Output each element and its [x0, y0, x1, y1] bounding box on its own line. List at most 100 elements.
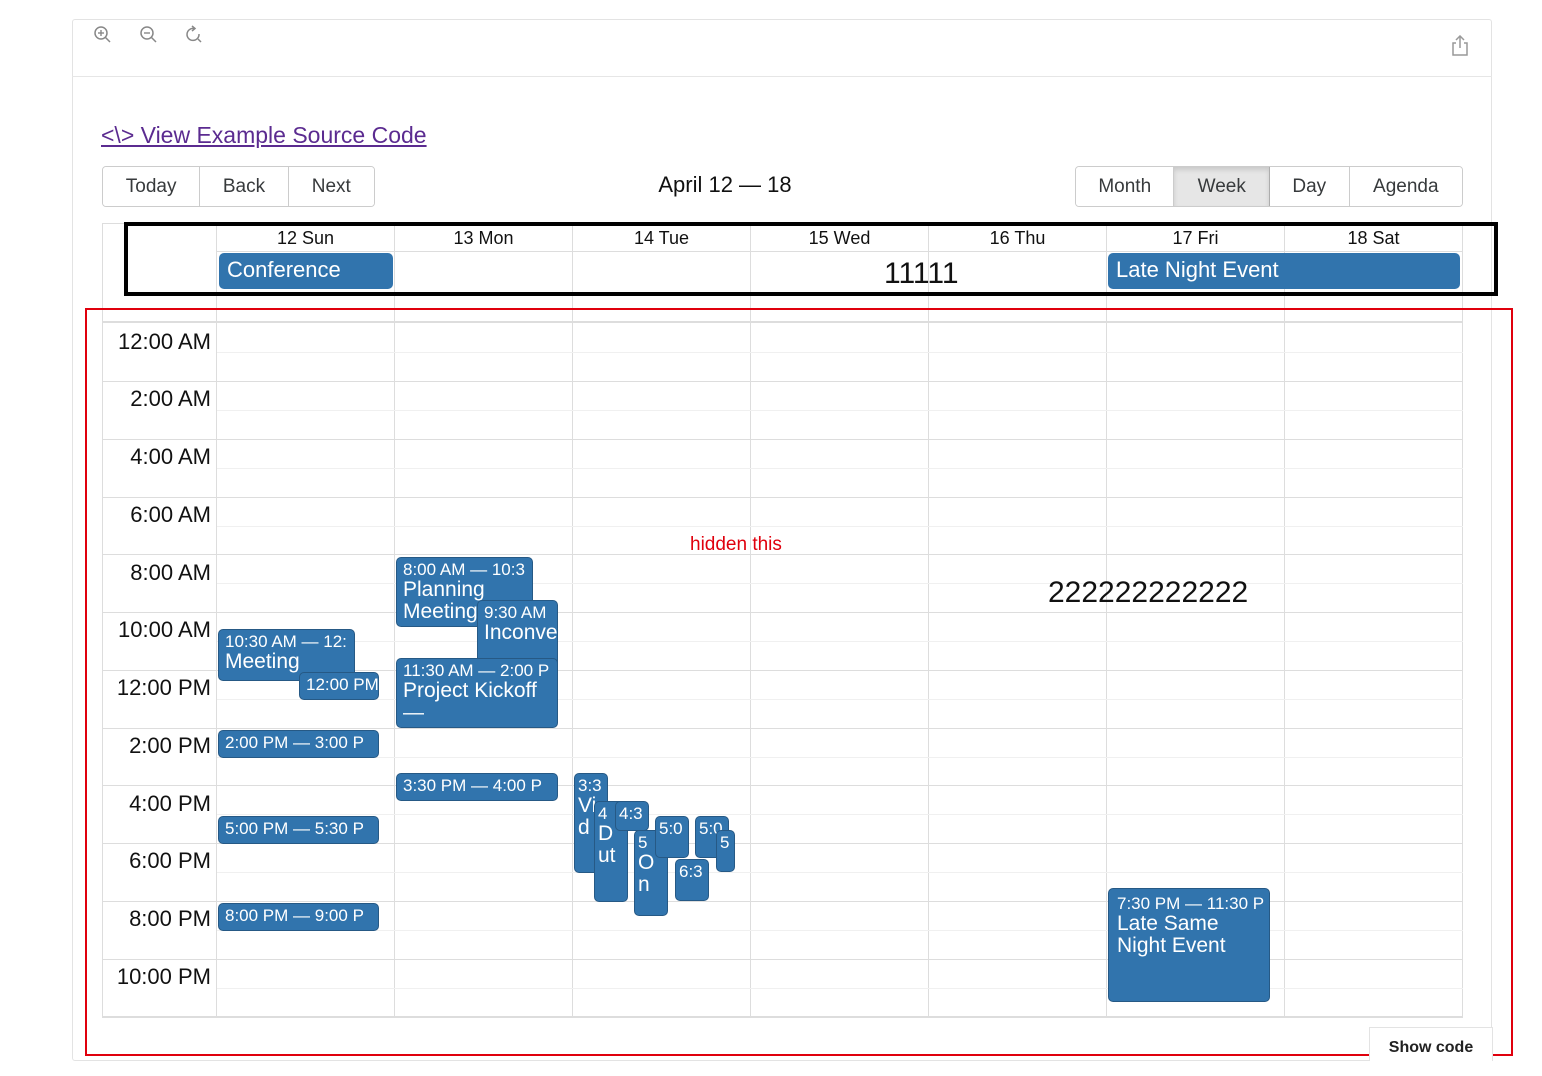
event-time: 5 [638, 833, 648, 852]
day-view-button[interactable]: Day [1269, 167, 1350, 206]
event-tue-e[interactable]: 5:0 [655, 816, 689, 858]
event-tue-f[interactable]: 6:3 [675, 859, 709, 901]
back-button[interactable]: Back [200, 167, 289, 206]
time-label: 8:00 PM [129, 906, 211, 931]
half-line [217, 757, 1463, 758]
time-label: 10:00 AM [118, 617, 211, 642]
column-divider [394, 223, 395, 1018]
half-line [217, 468, 1463, 469]
half-line [217, 930, 1463, 931]
event-time: 5:00 PM — 5:30 P [225, 819, 364, 838]
event-meeting[interactable]: 10:30 AM — 12: Meeting [218, 629, 355, 681]
event-lunch[interactable]: 12:00 PM [299, 672, 379, 700]
next-button[interactable]: Next [288, 167, 374, 206]
event-time: 4 [598, 804, 608, 823]
event-late-same-night[interactable]: 7:30 PM — 11:30 P Late Same Night Event [1108, 888, 1270, 1002]
time-label: 2:00 PM [129, 733, 211, 758]
allday-event-conference[interactable]: Conference [219, 253, 393, 289]
hour-line [102, 381, 1463, 382]
half-line [217, 641, 1463, 642]
half-line [217, 583, 1463, 584]
day-header-fri[interactable]: 17 Fri [1172, 228, 1219, 248]
zoom-in-icon[interactable] [92, 24, 114, 46]
today-button[interactable]: Today [103, 167, 201, 206]
event-mon-330[interactable]: 3:30 PM — 4:00 P [396, 773, 558, 801]
column-divider [1106, 223, 1107, 1018]
hour-line [102, 439, 1463, 440]
hour-line [102, 497, 1463, 498]
day-header-sat[interactable]: 18 Sat [1347, 228, 1400, 248]
time-label: 8:00 AM [130, 560, 211, 585]
event-sun-5pm[interactable]: 5:00 PM — 5:30 P [218, 816, 379, 844]
nav-button-group: Today Back Next [102, 166, 375, 207]
hour-line [102, 959, 1463, 960]
day-header-mon[interactable]: 13 Mon [453, 228, 514, 248]
hour-line [102, 901, 1463, 902]
column-divider [750, 223, 751, 1018]
week-view-button[interactable]: Week [1174, 167, 1270, 206]
day-header-thu[interactable]: 16 Thu [989, 228, 1046, 248]
event-title: Late Same Night Event [1117, 911, 1226, 957]
time-label: 10:00 PM [116, 964, 211, 989]
header-divider [217, 251, 1463, 252]
annotation-label-1: 11111 [884, 257, 959, 290]
day-header-sun[interactable]: 12 Sun [276, 228, 335, 248]
hour-line [102, 728, 1463, 729]
event-title: On [638, 850, 655, 896]
show-code-button[interactable]: Show code [1369, 1027, 1493, 1061]
event-tue-h[interactable]: 5 [716, 830, 735, 872]
event-title: Project Kickoff — [403, 678, 537, 724]
event-time: 8:00 AM — 10:3 [403, 560, 525, 579]
time-label: 6:00 AM [130, 502, 211, 527]
annotation-label-2: 222222222222 [1048, 576, 1249, 609]
event-time: 5 [720, 833, 730, 852]
hour-line [102, 1016, 1463, 1017]
event-time: 5:0 [659, 819, 683, 838]
half-line [217, 699, 1463, 700]
event-tue-a[interactable]: 3:3 Vid [574, 773, 608, 873]
view-button-group: Month Week Day Agenda [1075, 166, 1463, 207]
event-time: 6:3 [679, 862, 703, 881]
hour-line [102, 785, 1463, 786]
time-label: 12:00 AM [118, 329, 211, 354]
date-range-label: April 12 — 18 [658, 172, 792, 197]
event-time: 9:30 AM [484, 603, 547, 622]
event-tue-c[interactable]: 4:3 [615, 801, 649, 831]
day-header-tue[interactable]: 14 Tue [633, 228, 690, 248]
agenda-view-button[interactable]: Agenda [1349, 167, 1462, 206]
event-title: Planning Meeting [403, 577, 485, 623]
event-time: 10:30 AM — 12: [225, 632, 347, 651]
time-label: 2:00 AM [130, 386, 211, 411]
header-bottom-divider [102, 321, 1463, 323]
event-time: 3:30 PM — 4:00 P [403, 776, 542, 795]
column-divider [572, 223, 573, 1018]
event-title: Inconvenient [484, 620, 558, 644]
column-divider [1284, 223, 1285, 1018]
view-source-link[interactable]: <\> View Example Source Code [101, 122, 427, 148]
event-title: Dut [598, 821, 616, 867]
time-label: 4:00 AM [130, 444, 211, 469]
half-line [217, 352, 1463, 353]
day-header-wed[interactable]: 15 Wed [808, 228, 871, 248]
event-time: 4:3 [619, 804, 643, 823]
column-divider [928, 223, 929, 1018]
half-line [217, 526, 1463, 527]
reset-icon[interactable] [183, 24, 205, 46]
event-sun-2pm[interactable]: 2:00 PM — 3:00 P [218, 730, 379, 758]
half-line [217, 872, 1463, 873]
month-view-button[interactable]: Month [1076, 167, 1175, 206]
event-time: 12:00 PM [306, 675, 379, 694]
allday-event-late-night[interactable]: Late Night Event [1108, 253, 1460, 289]
column-divider [216, 223, 217, 1018]
share-icon[interactable] [1450, 34, 1472, 57]
event-title: Meeting [225, 649, 300, 673]
hour-line [102, 843, 1463, 844]
time-label: 6:00 PM [129, 848, 211, 873]
event-project-kickoff[interactable]: 11:30 AM — 2:00 P Project Kickoff — [396, 658, 558, 728]
event-sun-8pm[interactable]: 8:00 PM — 9:00 P [218, 903, 379, 931]
half-line [217, 988, 1463, 989]
hour-line [102, 612, 1463, 613]
event-title: Vid [578, 793, 597, 839]
time-label: 12:00 PM [116, 675, 211, 700]
zoom-out-icon[interactable] [138, 24, 160, 46]
